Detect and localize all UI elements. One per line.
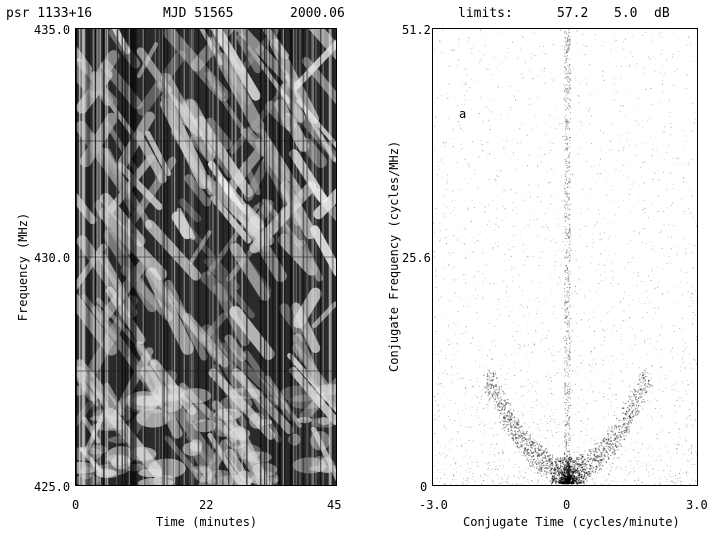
- dynamic-spectrum-image: [76, 29, 336, 485]
- scintle: [201, 312, 228, 341]
- scintle: [289, 366, 336, 425]
- scintle: [178, 198, 202, 223]
- scintle: [137, 50, 186, 116]
- scintle: [184, 174, 212, 207]
- scintle: [298, 239, 323, 282]
- scintle: [182, 98, 238, 178]
- scintle: [104, 382, 126, 416]
- scintle: [215, 52, 265, 133]
- limits-label: limits:: [458, 6, 513, 21]
- scintle: [204, 71, 226, 98]
- epoch-label: 2000.06: [290, 6, 345, 21]
- conj-x-tick-end: 3.0: [686, 498, 708, 512]
- scintle: [76, 291, 118, 356]
- secondary-spectrum-image: [433, 29, 697, 485]
- scintle: [189, 135, 214, 161]
- x-axis-label: Time (minutes): [156, 515, 258, 529]
- secondary-spectrum-plot: [432, 28, 698, 486]
- scintle: [200, 271, 231, 302]
- panel-tag: a: [459, 107, 467, 121]
- scintle: [76, 177, 97, 225]
- scintle: [289, 149, 328, 204]
- scintle: [113, 426, 170, 485]
- dynamic-spectrum-plot: [75, 28, 337, 486]
- scintle: [229, 305, 275, 360]
- scintle: [262, 198, 311, 259]
- mjd-label: MJD 51565: [163, 6, 234, 21]
- scintle: [116, 162, 163, 211]
- scintle: [278, 303, 311, 343]
- scintle: [176, 207, 196, 240]
- scintle: [291, 302, 321, 353]
- scintle: [311, 426, 336, 485]
- conj-y-tick-top: 51.2: [402, 23, 431, 37]
- x-tick-start: 0: [72, 498, 80, 512]
- conj-y-axis-label: Conjugate Frequency (cycles/MHz): [387, 140, 401, 372]
- scintle: [171, 128, 215, 196]
- scintle: [313, 181, 336, 220]
- scintle: [76, 371, 99, 407]
- scintle: [145, 267, 194, 355]
- scintle: [284, 75, 336, 162]
- scintle: [279, 181, 317, 240]
- scintle: [310, 225, 336, 277]
- conj-x-tick-start: -3.0: [419, 498, 448, 512]
- scintle: [219, 342, 288, 411]
- conj-y-tick-bottom: 0: [420, 480, 428, 494]
- scintle: [210, 195, 252, 244]
- y-tick-top: 435.0: [34, 23, 71, 37]
- scintle: [76, 64, 98, 98]
- conj-y-tick-mid: 25.6: [402, 251, 431, 265]
- scintle: [312, 301, 336, 328]
- limit-unit: dB: [654, 6, 670, 21]
- x-tick-mid: 22: [199, 498, 214, 512]
- limit-min: 5.0: [614, 6, 638, 21]
- scintle: [185, 99, 221, 156]
- x-tick-end: 45: [327, 498, 342, 512]
- limit-max: 57.2: [557, 6, 589, 21]
- y-tick-bottom: 425.0: [34, 480, 71, 494]
- conj-x-axis-label: Conjugate Time (cycles/minute): [463, 515, 680, 529]
- scintle: [81, 293, 119, 342]
- scintle: [190, 29, 240, 72]
- y-axis-label: Frequency (MHz): [16, 212, 30, 322]
- scintle: [144, 219, 202, 281]
- scintle: [76, 243, 107, 322]
- y-tick-mid: 430.0: [34, 251, 71, 265]
- pulsar-name: psr 1133+16: [6, 6, 93, 21]
- conj-x-tick-mid: 0: [563, 498, 571, 512]
- scintle: [136, 42, 159, 78]
